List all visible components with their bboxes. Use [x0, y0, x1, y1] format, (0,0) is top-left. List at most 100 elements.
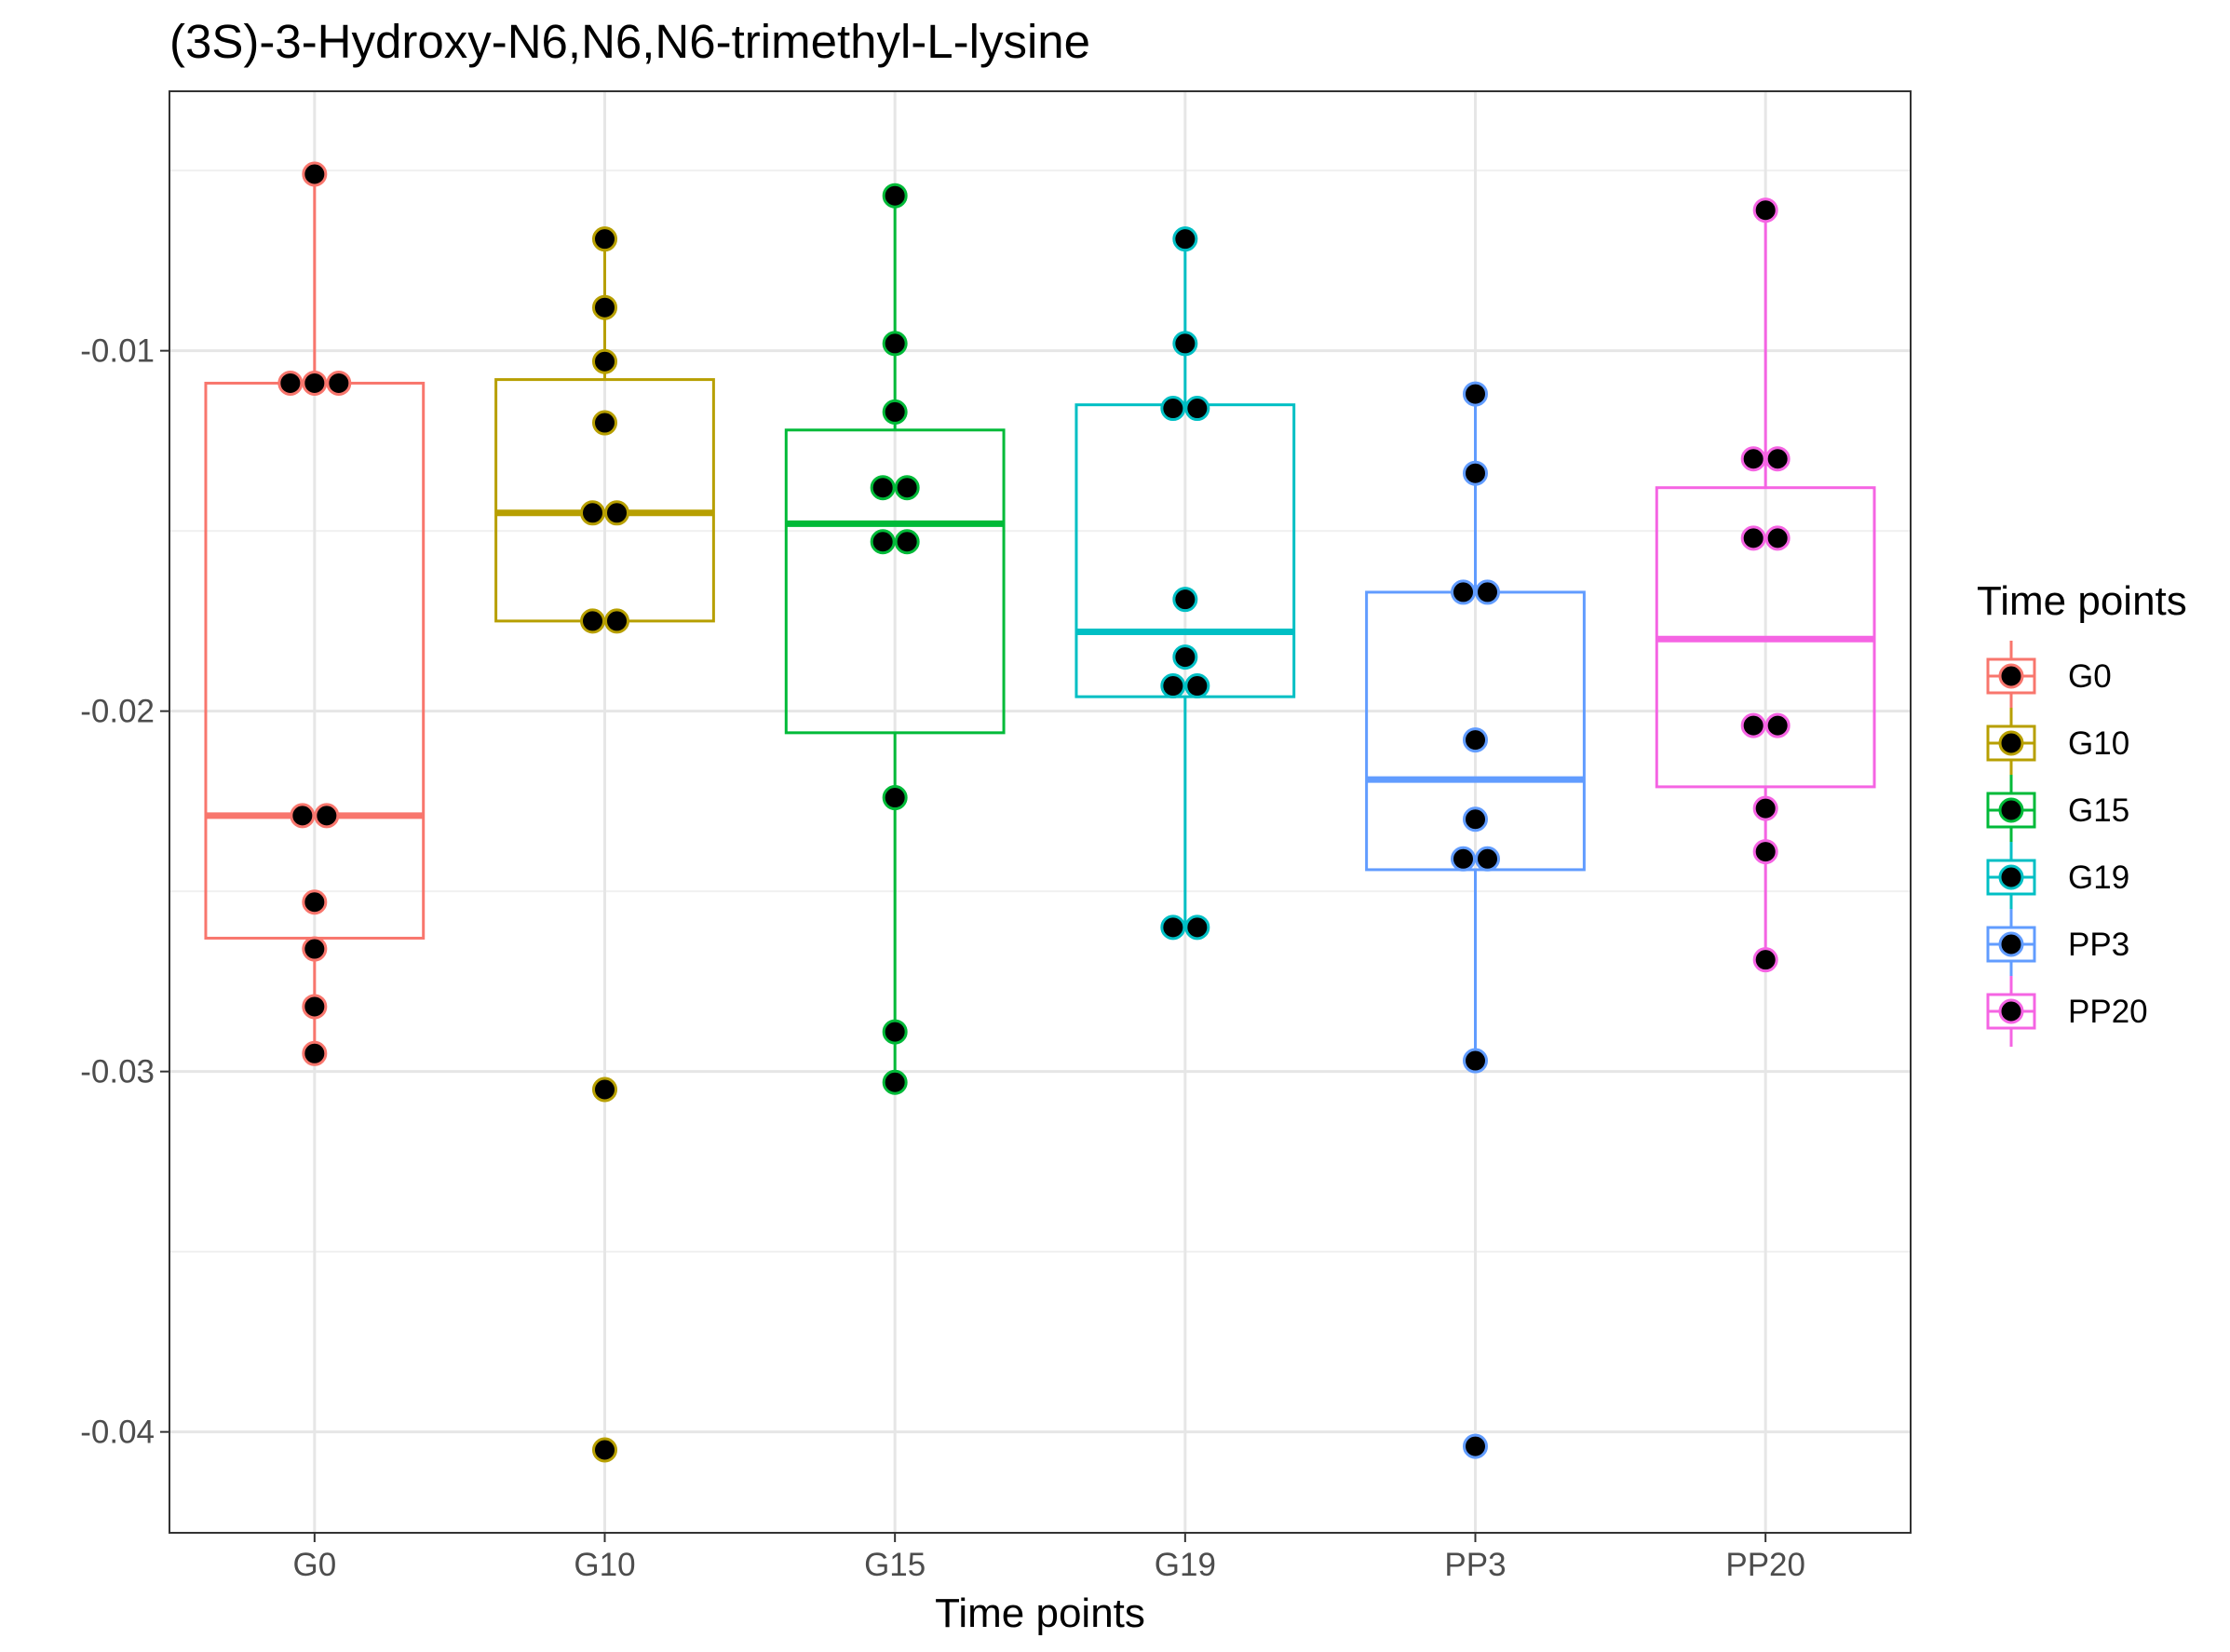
- data-point-G19: [1160, 396, 1186, 422]
- data-point-G0: [302, 936, 328, 962]
- legend-key-point: [1998, 797, 2024, 823]
- data-point-G19: [1172, 587, 1198, 613]
- legend-title: Time points: [1977, 578, 2187, 624]
- legend-key-point: [1998, 931, 2024, 957]
- legend-item-G15: G15: [1986, 775, 2129, 846]
- data-point-G15: [882, 399, 908, 425]
- data-point-G10: [604, 608, 629, 634]
- chart-title: (3S)-3-Hydroxy-N6,N6,N6-trimethyl-L-lysi…: [169, 15, 1090, 68]
- data-point-G15: [882, 1019, 908, 1045]
- data-point-PP20: [1764, 446, 1791, 472]
- data-point-G19: [1184, 396, 1210, 422]
- data-point-G0: [302, 889, 328, 915]
- data-point-G19: [1172, 644, 1198, 670]
- data-point-PP3: [1475, 846, 1500, 872]
- data-point-PP3: [1475, 579, 1500, 605]
- data-point-G19: [1184, 673, 1210, 699]
- data-point-G0: [326, 370, 352, 396]
- legend-item-G10: G10: [1986, 708, 2129, 779]
- data-point-PP20: [1752, 197, 1778, 223]
- legend-key-point: [1998, 663, 2024, 689]
- data-point-PP20: [1752, 795, 1778, 821]
- x-axis-title: Time points: [935, 1591, 1145, 1636]
- legend: Time points G0 G10 G15 G19 PP3 PP20: [1977, 578, 2187, 1047]
- y-axis: -0.04 -0.03 -0.02 -0.01: [80, 333, 169, 1451]
- data-point-G19: [1160, 673, 1186, 699]
- legend-item-PP3: PP3: [1986, 909, 2129, 980]
- data-point-G15: [894, 475, 920, 501]
- legend-key-point: [1998, 730, 2024, 756]
- legend-label: PP3: [2068, 927, 2129, 963]
- data-point-G10: [592, 226, 617, 252]
- data-point-G0: [302, 161, 328, 187]
- data-point-G10: [592, 1077, 617, 1103]
- data-point-G15: [870, 475, 896, 501]
- data-point-PP20: [1764, 712, 1791, 738]
- data-point-G10: [592, 294, 617, 320]
- data-point-G0: [302, 370, 328, 396]
- data-point-G15: [894, 529, 920, 555]
- data-point-G19: [1172, 331, 1198, 357]
- y-tick-label: -0.04: [80, 1415, 155, 1451]
- data-point-G10: [592, 1437, 617, 1463]
- legend-label: G19: [2068, 860, 2129, 896]
- data-point-PP3: [1451, 846, 1476, 872]
- x-tick-label: G0: [292, 1547, 336, 1583]
- data-point-PP20: [1740, 525, 1766, 551]
- data-point-PP3: [1463, 460, 1488, 486]
- data-point-G15: [870, 529, 896, 555]
- points-layer: [277, 161, 1791, 1463]
- legend-key-point: [1998, 864, 2024, 890]
- data-point-G0: [290, 803, 316, 829]
- x-tick-label: G19: [1155, 1547, 1216, 1583]
- data-point-PP3: [1463, 727, 1488, 753]
- data-point-PP20: [1752, 839, 1778, 865]
- data-point-PP20: [1752, 947, 1778, 973]
- data-point-PP20: [1740, 712, 1766, 738]
- x-tick-label: PP3: [1444, 1547, 1506, 1583]
- data-point-G10: [592, 348, 617, 374]
- data-point-G19: [1160, 914, 1186, 941]
- x-axis: G0 G10 G15 G19 PP3 PP20: [292, 1533, 1805, 1583]
- data-point-G0: [302, 1040, 328, 1066]
- legend-label: PP20: [2068, 994, 2148, 1030]
- legend-item-G0: G0: [1986, 641, 2112, 711]
- data-point-G15: [882, 331, 908, 357]
- data-point-PP3: [1451, 579, 1476, 605]
- data-point-PP20: [1740, 446, 1766, 472]
- plot-panel-border: [169, 90, 1912, 1534]
- data-point-G15: [882, 183, 908, 209]
- data-point-PP3: [1463, 1048, 1488, 1074]
- y-tick-label: -0.03: [80, 1054, 155, 1090]
- x-tick-label: G15: [864, 1547, 926, 1583]
- data-point-G10: [604, 500, 629, 526]
- legend-label: G0: [2068, 658, 2112, 695]
- y-tick-label: -0.01: [80, 333, 155, 370]
- minor-gridlines: [169, 169, 1911, 1253]
- legend-label: G15: [2068, 792, 2129, 829]
- data-point-G10: [592, 410, 617, 436]
- data-point-G10: [580, 500, 605, 526]
- data-point-G0: [277, 370, 304, 396]
- legend-label: G10: [2068, 725, 2129, 762]
- data-point-PP3: [1463, 1433, 1488, 1459]
- box-body: [1074, 403, 1296, 698]
- x-tick-label: G10: [574, 1547, 635, 1583]
- data-point-G19: [1184, 914, 1210, 941]
- data-point-G15: [882, 1069, 908, 1095]
- x-tick-label: PP20: [1725, 1547, 1805, 1583]
- data-point-G15: [882, 785, 908, 811]
- legend-key-point: [1998, 998, 2024, 1024]
- data-point-G0: [314, 803, 340, 829]
- box-G19: [1074, 238, 1296, 928]
- data-point-PP3: [1463, 381, 1488, 407]
- box-PP20: [1655, 210, 1876, 960]
- legend-item-G19: G19: [1986, 842, 2129, 913]
- data-point-G0: [302, 994, 328, 1020]
- data-point-PP3: [1463, 806, 1488, 833]
- data-point-G19: [1172, 226, 1198, 252]
- data-point-G10: [580, 608, 605, 634]
- box-body: [784, 428, 1006, 735]
